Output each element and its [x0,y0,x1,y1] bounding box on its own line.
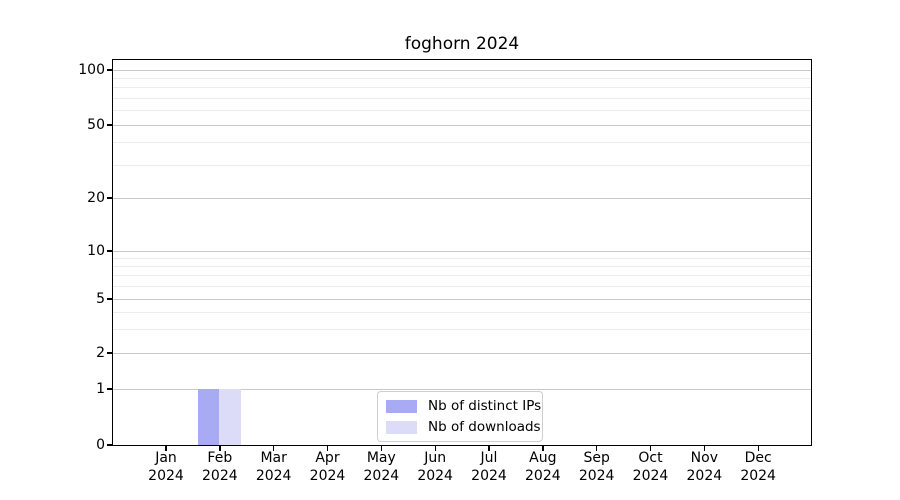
gridline-major [112,197,811,199]
gridline-minor [112,110,811,112]
x-tick [649,446,652,451]
legend: Nb of distinct IPs Nb of downloads [377,391,543,442]
gridline-major [112,388,811,390]
x-tick-label-year: 2024 [255,467,292,484]
x-tick [219,446,221,451]
x-tick [434,446,436,451]
x-tick-label-month: May [366,450,396,466]
x-tick [542,446,544,451]
gridline-major [112,250,811,252]
gridline-minor [112,77,811,79]
x-tick-label-year: 2024 [686,467,723,484]
gridline-minor [112,87,811,89]
gridline-minor [112,285,811,287]
x-tick [273,446,275,451]
gridline-minor [112,257,811,259]
x-tick-label: Sep 2024 [564,450,630,485]
y-tick-label: 1 [96,380,105,397]
x-tick [757,446,759,451]
x-tick-label-month: Nov [690,450,718,466]
legend-swatch-downloads [386,420,417,434]
x-tick-label-month: Jun [424,450,447,466]
gridline-major [112,124,811,126]
x-tick-label-year: 2024 [471,467,507,484]
x-tick-label: Oct 2024 [617,450,683,485]
gridline-minor [112,97,811,99]
gridline-minor [112,265,811,267]
x-tick-label-month: Jan [155,450,177,466]
x-tick-label-year: 2024 [148,467,184,484]
x-tick-label: Dec 2024 [725,450,791,485]
x-tick-label-month: Sep [583,450,610,466]
gridline-minor [112,311,811,313]
y-tick [107,250,112,252]
x-tick [165,446,167,451]
gridline-minor [112,328,811,330]
x-tick [488,446,490,451]
x-tick [380,446,383,451]
x-tick [596,446,598,451]
x-tick-label-year: 2024 [740,467,776,484]
x-tick [703,446,706,451]
y-tick-label: 10 [87,242,105,259]
legend-label-downloads: Nb of downloads [428,419,541,435]
x-tick [326,446,329,451]
bar-nb-of-distinct-ips-feb [197,388,220,445]
x-tick-label-month: Mar [260,450,287,466]
x-tick-label-month: Dec [744,450,772,466]
y-tick-label: 2 [96,344,105,361]
x-tick-label: Mar 2024 [241,450,307,485]
y-tick-label: 0 [96,436,105,453]
y-tick-label: 20 [87,189,105,206]
y-tick-label: 100 [78,61,105,78]
x-tick-label-year: 2024 [578,467,615,484]
x-tick-label-year: 2024 [632,467,669,484]
plot-area [111,58,812,446]
x-tick-label: Apr 2024 [294,450,360,485]
legend-item-distinct-ips: Nb of distinct IPs [386,398,541,414]
x-tick-label-month: Aug [529,450,557,466]
x-tick-label: Jul 2024 [456,450,522,485]
x-tick-label: May 2024 [348,450,414,485]
x-tick-label-year: 2024 [202,467,238,484]
x-tick-label-month: Apr [315,450,340,466]
y-tick [107,444,112,446]
y-tick [107,388,112,390]
gridline-major [112,298,811,300]
chart-title: foghorn 2024 [404,34,520,54]
x-tick-label: Feb 2024 [187,450,253,485]
x-tick-label: Aug 2024 [510,450,576,485]
gridline-minor [112,142,811,144]
x-tick-label-year: 2024 [363,467,400,484]
x-tick-label: Nov 2024 [671,450,737,485]
legend-item-downloads: Nb of downloads [386,419,541,435]
y-tick-label: 5 [96,290,105,307]
bar-nb-of-downloads-feb [219,388,241,445]
y-tick [107,69,112,71]
legend-label-distinct-ips: Nb of distinct IPs [428,398,542,414]
x-tick-label: Jan 2024 [133,450,199,485]
y-tick [107,352,112,354]
gridline-major [112,352,811,354]
x-tick-label-month: Jul [480,450,498,466]
gridline-major [112,69,811,71]
y-tick-label: 50 [87,116,105,133]
y-tick [107,298,112,300]
x-tick-label-month: Oct [638,450,663,466]
x-tick-label-year: 2024 [309,467,346,484]
gridline-minor [112,275,811,277]
x-tick-label: Jun 2024 [402,450,468,485]
x-tick-label-year: 2024 [417,467,453,484]
y-tick [107,124,112,126]
y-tick [107,197,112,199]
legend-swatch-distinct-ips [386,399,417,413]
x-tick-label-year: 2024 [525,467,561,484]
gridline-minor [112,165,811,167]
x-tick-label-month: Feb [207,450,233,466]
